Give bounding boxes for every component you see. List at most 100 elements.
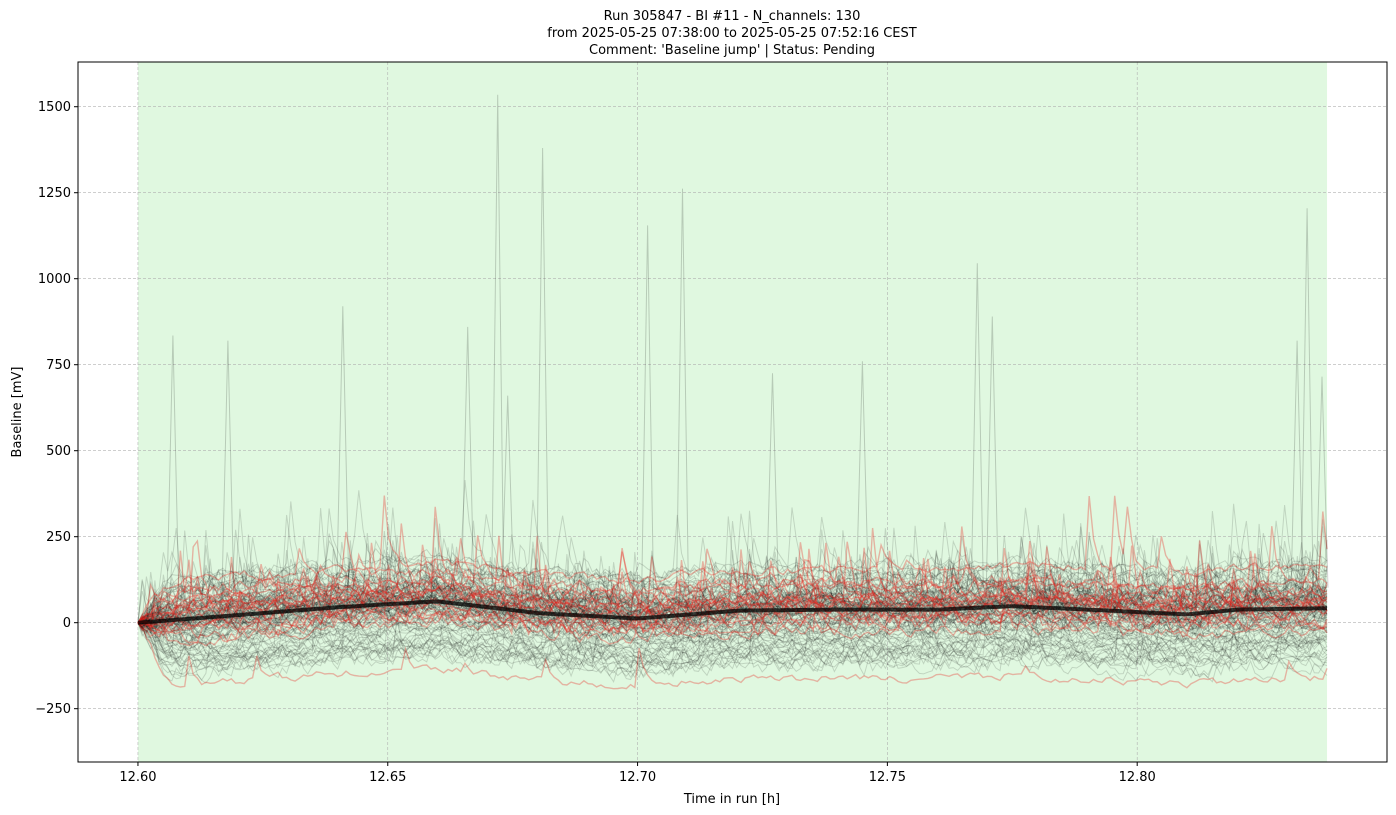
channel-trace (137, 548, 1328, 628)
median-baseline-line (137, 599, 1328, 625)
highlighted-channel-trace (137, 531, 1328, 624)
channel-trace (137, 543, 1327, 624)
channel-trace (137, 523, 1328, 627)
title-line-3: Comment: 'Baseline jump' | Status: Pendi… (589, 43, 875, 58)
channel-trace (137, 572, 1328, 624)
channel-trace (137, 518, 1328, 628)
channel-trace (137, 585, 1328, 671)
channel-trace (137, 514, 1328, 624)
channel-trace (137, 547, 1328, 624)
channel-trace (137, 578, 1328, 657)
channel-trace (137, 523, 1328, 624)
channel-trace (137, 537, 1328, 626)
channel-trace (137, 570, 1328, 652)
y-tick-label: 1500 (38, 100, 71, 115)
channel-trace (137, 575, 1328, 652)
channel-trace (137, 556, 1328, 668)
highlighted-channel-trace (137, 544, 1328, 624)
y-tick-label: 500 (46, 444, 71, 459)
channel-trace (137, 603, 1328, 680)
highlighted-channel-trace (137, 556, 1328, 644)
channel-trace (137, 604, 1328, 669)
highlighted-channel-trace (137, 587, 1328, 647)
channel-trace (137, 573, 1328, 667)
highlighted-channel-trace (137, 622, 1328, 690)
channel-trace (137, 527, 1328, 629)
highlighted-channel-trace (137, 564, 1328, 635)
highlighted-channel-trace (137, 511, 1328, 624)
plot-area (78, 62, 1387, 762)
highlighted-channel-trace (137, 526, 1328, 624)
channel-trace (137, 522, 1328, 630)
channel-trace (137, 513, 1328, 625)
spike-trace (766, 373, 779, 590)
highlighted-channel-trace (137, 527, 1328, 627)
x-tick-label: 12.75 (869, 770, 906, 785)
channel-trace (137, 514, 1328, 623)
spike-trace (1315, 376, 1329, 588)
channel-trace (137, 622, 1328, 684)
spike-trace (970, 263, 984, 588)
channel-trace (137, 601, 1328, 644)
channel-trace (137, 546, 1328, 624)
channel-trace (137, 521, 1328, 624)
y-tick-label: 0 (63, 616, 71, 631)
spike-trace (166, 335, 180, 600)
y-tick-label: 1250 (38, 186, 71, 201)
spike-trace (221, 340, 235, 596)
x-tick-label: 12.65 (369, 770, 406, 785)
x-tick-label: 12.80 (1119, 770, 1156, 785)
channel-trace (137, 479, 1328, 626)
highlighted-channel-trace (137, 506, 1328, 624)
channel-trace (137, 543, 1328, 625)
channel-trace (137, 554, 1328, 624)
channel-trace (137, 551, 1328, 625)
channel-trace (137, 562, 1328, 623)
channel-trace (137, 622, 1328, 682)
channel-trace (137, 554, 1328, 634)
channel-trace (138, 529, 1328, 624)
x-tick-label: 12.70 (619, 770, 656, 785)
channel-trace (137, 574, 1328, 645)
y-axis-label: Baseline [mV] (10, 367, 25, 458)
channel-trace (137, 490, 1328, 624)
channel-trace (137, 546, 1328, 650)
spike-trace (641, 225, 655, 598)
channel-trace (137, 537, 1328, 629)
spike-trace (985, 316, 999, 587)
channel-trace (137, 577, 1328, 629)
spike-trace (855, 361, 869, 590)
chart-title: Run 305847 - BI #11 - N_channels: 130 fr… (547, 9, 917, 58)
spike-traces (166, 94, 1329, 600)
channel-trace (137, 545, 1328, 625)
spike-trace (1290, 340, 1304, 589)
y-tick-label: 250 (46, 530, 71, 545)
channel-trace (137, 530, 1328, 624)
channel-trace (137, 530, 1328, 624)
y-axis-ticks: −250 0 250 500 750 1000 1250 1500 (35, 100, 78, 717)
x-axis-ticks: 12.60 12.65 12.70 12.75 12.80 (119, 762, 1156, 785)
y-tick-label: −250 (35, 702, 71, 717)
channel-trace (137, 535, 1328, 637)
channel-trace (137, 599, 1328, 677)
channel-trace (137, 565, 1328, 632)
channel-trace (137, 592, 1328, 679)
y-tick-label: 750 (46, 358, 71, 373)
channel-trace (137, 580, 1328, 650)
spike-trace (1300, 208, 1314, 588)
highlighted-channel-trace (137, 582, 1328, 644)
channel-trace (137, 576, 1328, 657)
highlighted-channel-trace (137, 548, 1328, 637)
channel-trace (137, 591, 1328, 677)
y-tick-label: 1000 (38, 272, 71, 287)
channel-trace (137, 520, 1328, 624)
channel-trace (137, 548, 1328, 625)
channel-trace (137, 560, 1328, 630)
spike-trace (336, 306, 350, 587)
channel-trace (137, 596, 1328, 646)
channel-trace (137, 550, 1328, 637)
channel-trace (137, 556, 1328, 623)
channel-trace (137, 528, 1328, 624)
